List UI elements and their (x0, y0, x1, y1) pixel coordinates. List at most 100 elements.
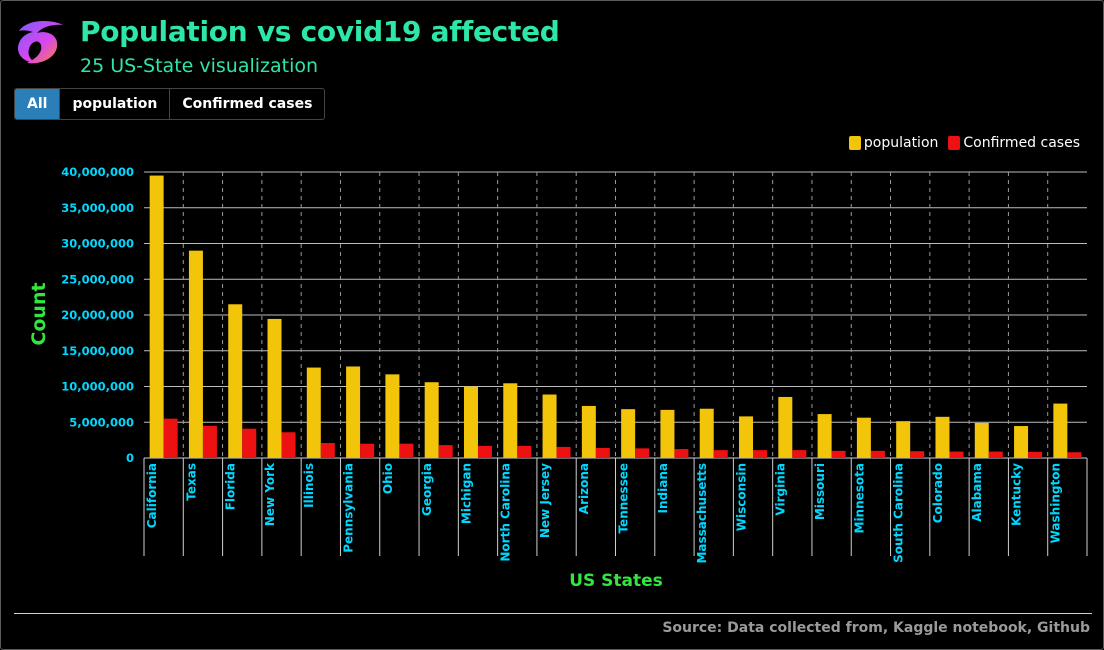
x-tick-label: Pennsylvania (341, 463, 355, 553)
bar-confirmed-cases (595, 447, 610, 458)
y-tick-label: 35,000,000 (61, 201, 134, 215)
legend-item-confirmed-cases[interactable]: Confirmed cases (948, 135, 1080, 151)
y-tick-label: 25,000,000 (61, 272, 134, 286)
bar-population (817, 414, 832, 458)
bar-confirmed-cases (556, 446, 571, 458)
tab-all[interactable]: All (15, 89, 61, 119)
y-tick-label: 0 (126, 451, 134, 465)
chart-legend: population Confirmed cases (843, 135, 1080, 151)
x-tick-label: Colorado (931, 463, 945, 523)
bar-population (1053, 403, 1068, 458)
y-tick-label: 30,000,000 (61, 237, 134, 251)
legend-label-confirmed-cases: Confirmed cases (963, 135, 1080, 151)
legend-label-population: population (863, 135, 939, 151)
x-tick-label: Kentucky (1009, 463, 1023, 526)
x-tick-label: Florida (224, 463, 238, 510)
bar-population (974, 422, 989, 458)
x-tick-label: South Carolina (892, 463, 906, 563)
bar-confirmed-cases (242, 428, 257, 458)
app-logo-icon (17, 21, 63, 64)
bar-population (463, 386, 478, 458)
x-tick-label: Washington (1049, 463, 1063, 543)
bar-chart: 0 5,000,000 10,000,000 15,000,000 20,000,000… (61, 165, 1088, 564)
x-tick-label: Massachusetts (695, 463, 709, 564)
bar-confirmed-cases (635, 448, 650, 458)
bar-confirmed-cases (360, 443, 375, 458)
bar-confirmed-cases (988, 451, 1003, 458)
bar-population (149, 175, 164, 458)
bar-confirmed-cases (438, 445, 453, 458)
y-tick-label: 15,000,000 (61, 344, 134, 358)
bar-confirmed-cases (477, 445, 492, 458)
bar-population (935, 416, 950, 458)
y-tick-label: 20,000,000 (61, 308, 134, 322)
x-tick-label: Michigan (459, 463, 473, 524)
x-tick-label: Missouri (813, 463, 827, 520)
bar-population (778, 396, 793, 458)
x-tick-label: North Carolina (499, 463, 513, 562)
bar-confirmed-cases (163, 418, 178, 458)
bar-population (188, 250, 203, 458)
bar-confirmed-cases (1067, 452, 1082, 458)
bar-population (267, 318, 282, 458)
x-tick-label: Alabama (970, 463, 984, 522)
bar-confirmed-cases (870, 450, 885, 458)
y-tick-label: 10,000,000 (61, 380, 134, 394)
bar-confirmed-cases (399, 443, 414, 458)
bar-confirmed-cases (320, 442, 335, 458)
bar-population (306, 367, 321, 458)
bar-confirmed-cases (792, 450, 807, 458)
bar-population (503, 383, 518, 458)
x-tick-label: Minnesota (852, 463, 866, 534)
tab-confirmed-cases[interactable]: Confirmed cases (170, 89, 325, 119)
bar-population (896, 421, 911, 458)
legend-item-population[interactable]: population (848, 135, 939, 151)
bar-confirmed-cases (753, 450, 768, 458)
bar-confirmed-cases (831, 450, 846, 458)
x-tick-label: New York (263, 462, 277, 526)
x-tick-label: Texas (184, 463, 198, 501)
bar-confirmed-cases (713, 450, 728, 458)
legend-swatch-confirmed-cases (948, 136, 961, 150)
footer-divider (14, 613, 1092, 614)
x-tick-label: Virginia (774, 463, 788, 516)
x-tick-label: California (145, 463, 159, 528)
legend-swatch-population (848, 136, 861, 150)
bar-population (699, 408, 714, 458)
bar-population (739, 416, 754, 458)
bar-population (542, 394, 557, 458)
x-axis-label: US States (569, 571, 663, 591)
bar-population (856, 417, 871, 458)
x-tick-label: New Jersey (538, 463, 552, 538)
x-tick-label: Arizona (577, 463, 591, 514)
x-tick-label: Tennessee (617, 463, 631, 534)
x-tick-label: Wisconsin (734, 463, 748, 531)
bar-confirmed-cases (517, 445, 532, 458)
x-tick-label: Illinois (302, 463, 316, 508)
y-tick-label: 40,000,000 (61, 165, 134, 179)
series-filter-tabs: All population Confirmed cases (14, 88, 326, 120)
y-tick-label: 5,000,000 (69, 415, 134, 429)
bar-population (228, 304, 243, 458)
bar-confirmed-cases (1028, 451, 1043, 458)
bar-population (385, 374, 400, 458)
bar-confirmed-cases (202, 425, 217, 458)
bar-population (1014, 426, 1029, 458)
x-tick-label: Indiana (656, 463, 670, 513)
bar-population (346, 366, 361, 458)
bar-population (424, 382, 439, 458)
chart-title: Population vs covid19 affected (80, 15, 560, 48)
tab-population[interactable]: population (60, 89, 171, 119)
bar-population (660, 409, 675, 458)
bar-population (621, 409, 636, 458)
x-tick-label: Georgia (420, 463, 434, 516)
bar-confirmed-cases (674, 449, 689, 458)
source-note: Source: Data collected from, Kaggle note… (662, 620, 1090, 636)
bar-confirmed-cases (281, 432, 296, 458)
bar-confirmed-cases (949, 451, 964, 458)
chart-subtitle: 25 US-State visualization (80, 55, 319, 77)
bar-population (581, 405, 596, 458)
x-tick-label: Ohio (381, 463, 395, 494)
bar-confirmed-cases (910, 451, 925, 458)
